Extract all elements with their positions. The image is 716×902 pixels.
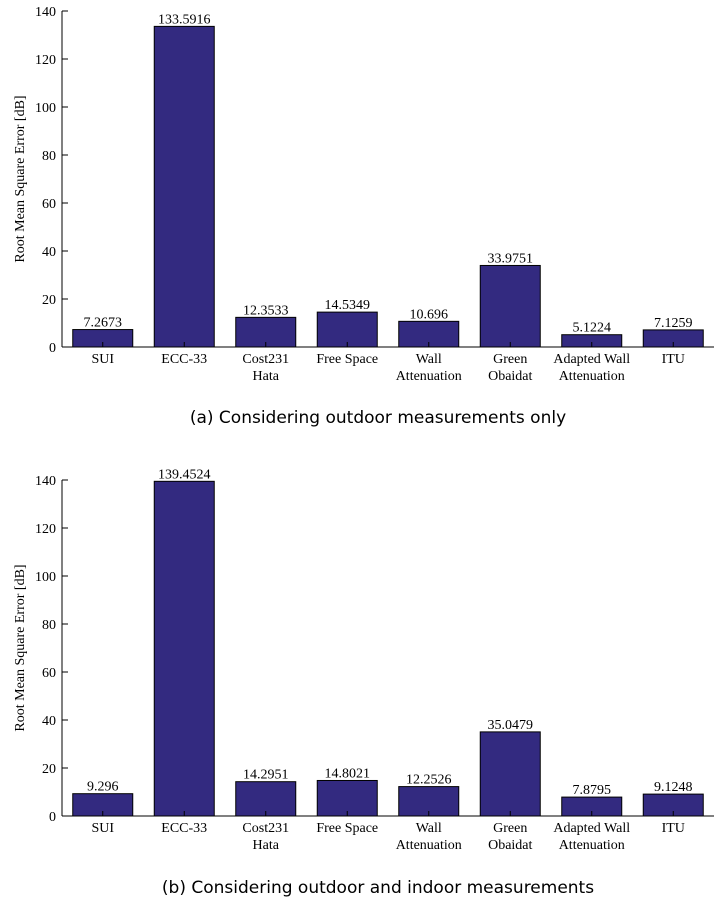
y-tick-label: 100 <box>35 101 56 116</box>
data-label: 14.8021 <box>325 766 371 781</box>
x-tick-label: Attenuation <box>559 838 625 853</box>
x-tick-label: Obaidat <box>488 838 532 853</box>
data-label: 10.696 <box>410 307 449 322</box>
y-tick-label: 80 <box>42 618 56 633</box>
y-tick-label: 20 <box>42 293 56 308</box>
data-label: 7.8795 <box>573 783 612 798</box>
data-label: 12.2526 <box>406 773 452 788</box>
bar <box>316 311 378 348</box>
bar <box>153 480 215 817</box>
data-label: 14.5349 <box>325 298 371 313</box>
y-tick-label: 60 <box>42 197 56 212</box>
x-tick-label: Green <box>493 821 527 836</box>
x-tick-label: Attenuation <box>559 369 625 384</box>
x-tick-label: ECC-33 <box>161 821 207 836</box>
bar <box>153 25 215 348</box>
bar <box>479 264 541 348</box>
y-tick-label: 60 <box>42 666 56 681</box>
y-tick-label: 20 <box>42 762 56 777</box>
x-tick-label: Adapted Wall <box>553 352 630 367</box>
x-tick-label: ITU <box>662 352 685 367</box>
x-tick-label: Obaidat <box>488 369 532 384</box>
x-tick-label: Free Space <box>316 821 378 836</box>
bar <box>235 781 297 817</box>
x-tick-label: Green <box>493 352 527 367</box>
y-tick-label: 120 <box>35 522 56 537</box>
x-tick-label: Free Space <box>316 352 378 367</box>
x-tick-label: Wall <box>416 821 442 836</box>
data-label: 12.3533 <box>243 303 289 318</box>
y-tick-label: 80 <box>42 149 56 164</box>
y-tick-label: 0 <box>49 341 56 356</box>
y-tick-label: 140 <box>35 5 56 20</box>
x-tick-label: SUI <box>91 821 114 836</box>
x-tick-label: ITU <box>662 821 685 836</box>
y-tick-label: 120 <box>35 53 56 68</box>
data-label: 33.9751 <box>488 251 534 266</box>
data-label: 35.0479 <box>488 718 534 733</box>
figure-caption: (b) Considering outdoor and indoor measu… <box>162 878 594 898</box>
y-tick-label: 140 <box>35 474 56 489</box>
data-label: 7.2673 <box>84 316 123 331</box>
data-label: 14.2951 <box>243 768 289 783</box>
x-tick-label: Cost231 <box>242 352 289 367</box>
x-tick-label: Hata <box>253 838 280 853</box>
y-tick-label: 0 <box>49 810 56 825</box>
chart-panel-b: 0 20 40 60 80 100 120 140 9.296 SUI 139.4524 ECC-33… <box>13 467 714 898</box>
bar <box>316 779 378 817</box>
data-label: 5.1224 <box>573 321 612 336</box>
x-tick-label: Hata <box>253 369 280 384</box>
y-axis-label: Root Mean Square Error [dB] <box>13 564 28 731</box>
x-tick-label: SUI <box>91 352 114 367</box>
bar <box>479 731 541 817</box>
y-tick-label: 40 <box>42 714 56 729</box>
y-tick-label: 40 <box>42 245 56 260</box>
figure-caption: (a) Considering outdoor measurements onl… <box>190 408 566 428</box>
data-label: 133.5916 <box>158 12 211 27</box>
x-tick-label: Cost231 <box>242 821 289 836</box>
y-tick-label: 100 <box>35 570 56 585</box>
x-tick-label: Adapted Wall <box>553 821 630 836</box>
data-label: 7.1259 <box>654 316 693 331</box>
data-label: 9.1248 <box>654 780 693 795</box>
y-axis-label: Root Mean Square Error [dB] <box>13 95 28 262</box>
x-tick-label: Attenuation <box>396 838 462 853</box>
x-tick-label: Attenuation <box>396 369 462 384</box>
chart-panel-a: 0 20 40 60 80 100 120 140 7.2673 SUI 133.5916 ECC-3… <box>13 5 714 428</box>
data-label: 139.4524 <box>158 467 211 482</box>
x-tick-label: Wall <box>416 352 442 367</box>
x-tick-label: ECC-33 <box>161 352 207 367</box>
data-label: 9.296 <box>87 780 119 795</box>
